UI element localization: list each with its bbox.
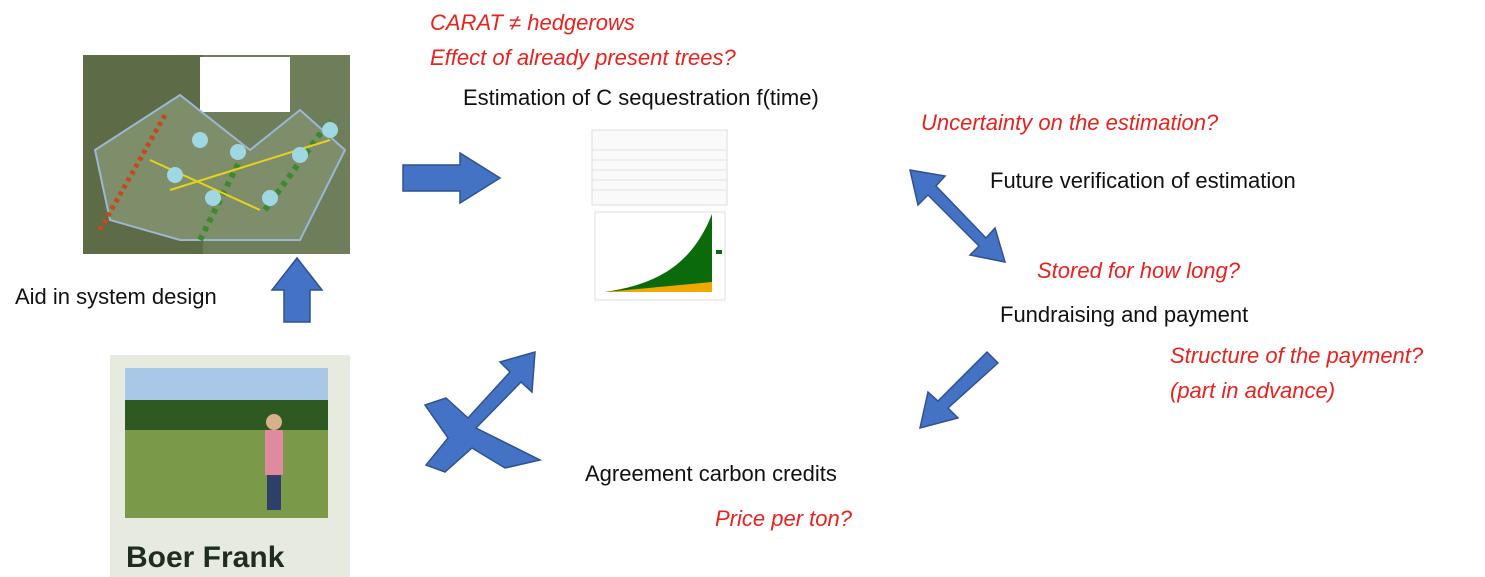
estimation-figure	[592, 130, 727, 300]
question: Effect of already present trees?	[430, 45, 736, 70]
question: (part in advance)	[1170, 378, 1335, 403]
farmer-panel: Boer Frank	[110, 355, 350, 577]
step: Fundraising and payment	[1000, 302, 1248, 327]
arrow-agreement	[425, 352, 540, 472]
arrow-up	[272, 258, 322, 322]
question: CARAT ≠ hedgerows	[430, 10, 635, 35]
farmer-name: Boer Frank	[126, 541, 285, 574]
step: Aid in system design	[15, 284, 217, 309]
step: Estimation of C sequestration f(time)	[463, 85, 819, 110]
question: Uncertainty on the estimation?	[921, 110, 1219, 135]
arrow-down-left	[920, 352, 998, 428]
slide: Boer Frank CARAT ≠ hedgerows Effect of a…	[0, 0, 1485, 577]
step: Future verification of estimation	[990, 168, 1296, 193]
design-map	[83, 55, 350, 254]
question: Stored for how long?	[1037, 258, 1241, 283]
step: Agreement carbon credits	[585, 461, 837, 486]
question: Structure of the payment?	[1170, 343, 1424, 368]
question: Price per ton?	[715, 506, 853, 531]
arrow-right	[403, 153, 500, 203]
